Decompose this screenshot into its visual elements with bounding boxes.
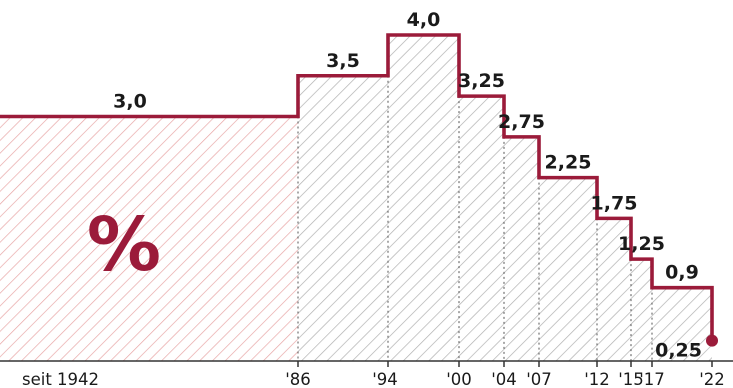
step-fill-2: [388, 35, 459, 361]
step-fill-0: [0, 116, 298, 361]
percent-unit-label: %: [87, 202, 161, 288]
x-tick-label: '86: [285, 370, 311, 388]
step-fill-3: [459, 96, 504, 361]
step-value-label: 4,0: [407, 9, 441, 31]
x-tick-label: '00: [446, 370, 472, 388]
step-fill-1: [298, 75, 388, 361]
x-tick-label: '15: [618, 370, 644, 388]
step-fill-7: [631, 259, 652, 361]
step-value-label: 2,75: [498, 111, 545, 133]
x-tick-label: '07: [526, 370, 552, 388]
step-fill-6: [597, 218, 631, 361]
x-tick-label: '22: [699, 370, 725, 388]
step-value-label: 1,75: [591, 192, 638, 214]
x-tick-label: '12: [584, 370, 610, 388]
step-value-label: 0,9: [665, 262, 699, 284]
step-value-label: 3,5: [326, 50, 360, 72]
end-point-value-label: 0,25: [655, 340, 702, 362]
x-tick-label: '17: [639, 370, 665, 388]
x-tick-label: '94: [372, 370, 398, 388]
step-fill-5: [539, 177, 597, 361]
end-point-marker: [706, 334, 718, 347]
series-line: [0, 33, 714, 341]
step-fill-4: [504, 136, 539, 361]
step-value-label: 2,25: [545, 152, 592, 174]
x-tick-label: seit 1942: [22, 370, 99, 388]
step-value-label: 3,0: [113, 91, 147, 113]
step-value-label: 3,25: [458, 70, 505, 92]
step-value-label: 1,25: [618, 233, 665, 255]
step-fill-8: [652, 287, 712, 361]
x-tick-label: '04: [491, 370, 517, 388]
